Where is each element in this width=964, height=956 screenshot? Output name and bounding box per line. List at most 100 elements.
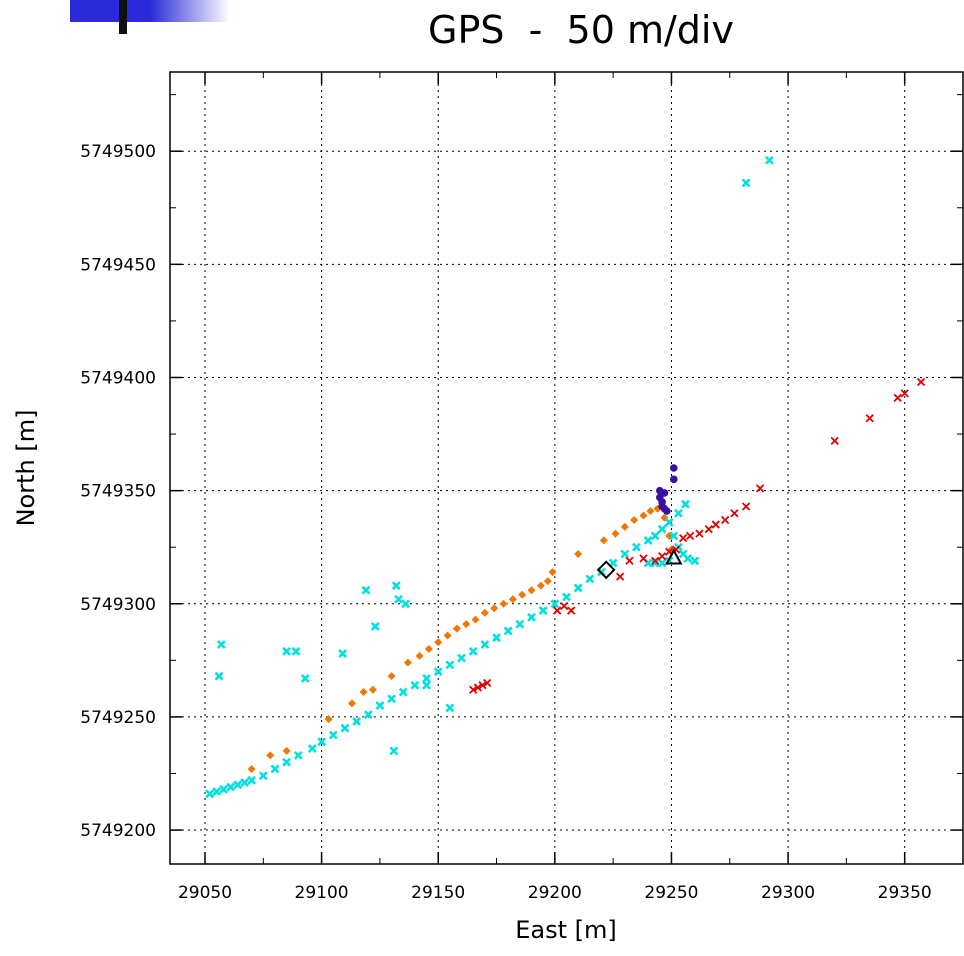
data-point [548,568,557,577]
data-point [755,484,765,493]
data-point [403,658,412,667]
data-point [527,586,536,595]
y-tick-label: 5749450 [80,255,156,275]
data-point [473,683,483,692]
data-point [678,534,688,543]
x-tick-label: 29100 [295,883,349,903]
data-point [452,624,461,633]
data-point [562,592,571,602]
logo-stem [119,0,127,34]
data-point [282,757,292,767]
data-point [410,680,420,690]
data-point [391,581,401,591]
data-point [611,529,620,538]
data-point [550,599,560,609]
data-point [389,746,399,756]
data-point [233,780,243,790]
y-tick-label: 5749350 [80,482,156,502]
data-point [916,377,926,387]
y-tick-label: 5749400 [80,368,156,388]
data-point [620,549,630,559]
data-point [657,558,667,568]
data-point [643,535,653,545]
data-point [258,771,268,781]
data-point [205,789,215,799]
data-points [205,155,926,799]
data-point [478,681,487,690]
data-point [585,574,595,584]
axis-ticks [170,72,964,864]
logo-bar [70,0,230,22]
data-point [443,631,452,640]
data-point [401,599,410,609]
data-point [387,672,396,681]
data-point [669,464,678,472]
data-point [499,599,508,608]
data-point [573,583,583,593]
y-tick-label: 5749300 [80,595,156,615]
y-tick-label: 5749500 [80,142,156,162]
data-point [445,660,455,670]
data-point [480,608,489,617]
data-point [328,730,338,740]
data-point [900,389,909,398]
data-point [457,653,466,663]
data-point [683,554,693,563]
data-point [657,524,667,534]
data-point [690,556,700,566]
data-point [650,558,660,568]
data-point [620,522,629,531]
data-point [503,626,513,636]
data-point [361,585,371,595]
y-tick-label: 5749250 [80,708,156,728]
data-point [730,509,739,518]
data-point [324,715,333,724]
data-point [553,606,562,615]
data-point [394,594,403,604]
data-point [300,674,310,683]
data-point [720,515,730,525]
data-point [599,536,608,545]
data-point [247,764,256,773]
data-point [741,178,751,188]
data-point [422,680,431,690]
data-point [632,542,641,552]
logo [70,0,230,34]
data-point [508,595,517,604]
data-point [865,414,874,423]
plot-frame [169,71,964,865]
data-point [616,572,625,581]
x-axis-label: East [m] [515,916,617,944]
data-point [574,549,583,558]
data-point [490,604,499,613]
data-point [445,703,455,713]
data-point [240,778,250,787]
data-point [543,577,552,586]
data-point [630,516,639,525]
data-point [538,606,548,615]
data-point [216,640,226,649]
data-point [625,556,634,565]
data-point [560,601,569,611]
data-point [711,520,720,529]
data-point [291,646,301,656]
data-point [669,531,679,541]
data-point [764,155,774,165]
data-point [515,619,525,629]
data-point [387,694,396,704]
data-point [422,674,431,683]
data-point [462,620,471,629]
data-point [370,621,380,631]
data-point [657,552,667,561]
data-point [293,750,303,760]
data-point [214,671,224,681]
data-point [266,751,275,760]
x-tick-label: 29350 [878,883,932,903]
data-point [471,615,480,624]
data-point [282,746,291,755]
data-point [270,764,280,774]
data-point [536,581,545,590]
x-tick-label: 29300 [761,883,815,903]
data-point [398,687,408,697]
data-point [639,554,648,563]
